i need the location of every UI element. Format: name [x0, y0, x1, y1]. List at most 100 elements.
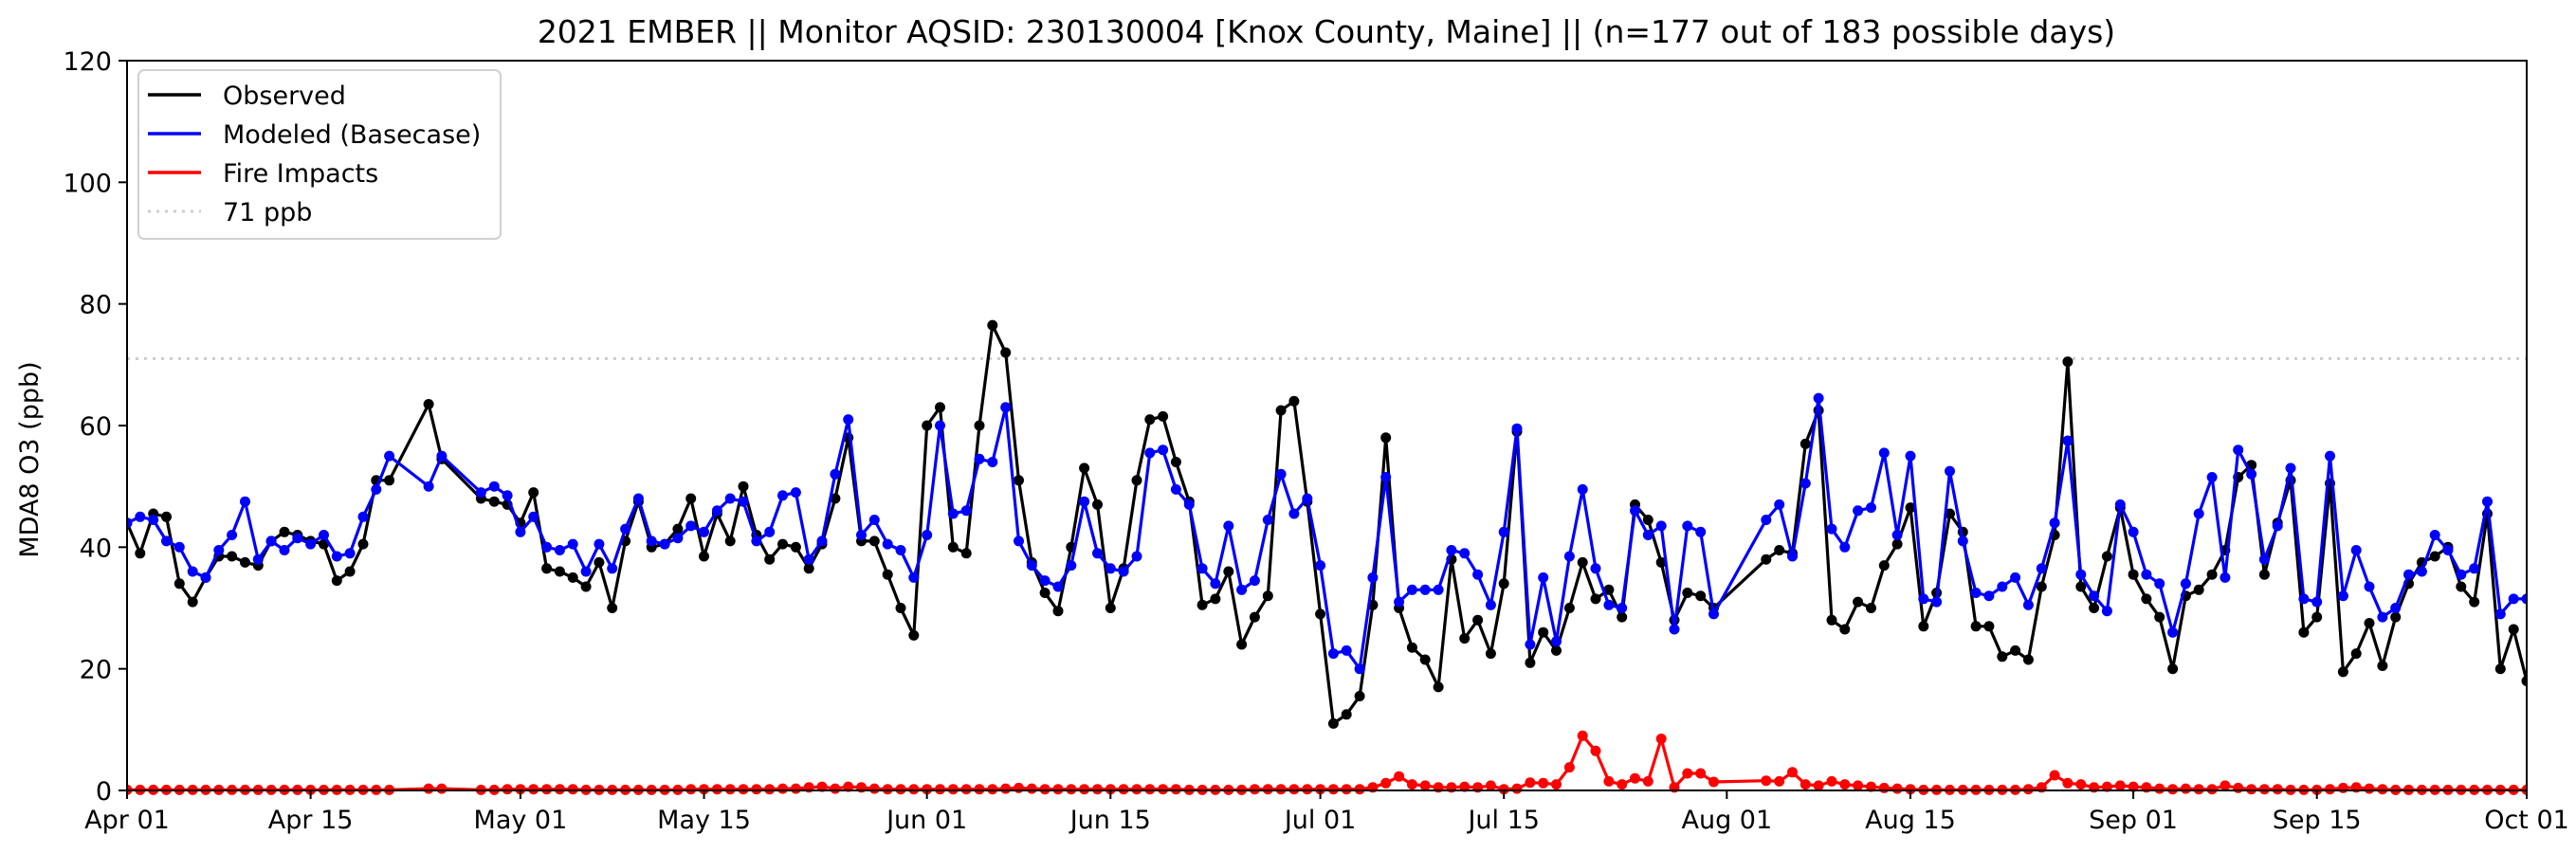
data-point [2062, 435, 2074, 446]
data-point [187, 566, 198, 577]
data-point [1853, 780, 1864, 791]
data-point [436, 450, 448, 462]
legend-label-71-ppb: 71 ppb [223, 198, 312, 227]
data-point [1406, 642, 1417, 653]
data-point [607, 563, 618, 574]
x-tick-label: Apr 15 [268, 806, 354, 835]
data-point [1774, 499, 1785, 510]
data-point [135, 511, 146, 522]
data-point [868, 515, 880, 525]
data-point [2272, 520, 2283, 532]
data-point [1918, 621, 1929, 632]
y-tick-label: 100 [63, 169, 112, 198]
data-point [1026, 560, 1037, 572]
data-point [488, 496, 500, 507]
data-point [1433, 681, 1444, 693]
data-point [987, 784, 998, 795]
data-point [2246, 468, 2257, 480]
data-point [960, 548, 972, 559]
data-point [1905, 502, 1916, 514]
data-point [2206, 784, 2218, 795]
data-point [868, 783, 880, 794]
data-point [1354, 784, 1365, 795]
legend-label-observed: Observed [223, 82, 346, 111]
data-point [528, 511, 539, 522]
data-point [2429, 530, 2440, 540]
data-point [1380, 472, 1392, 482]
x-tick-label: Sep 15 [2273, 806, 2362, 835]
data-point [187, 596, 198, 608]
data-point [2022, 654, 2034, 665]
data-point [777, 538, 788, 550]
data-point [2180, 578, 2191, 590]
data-point [1105, 784, 1116, 795]
y-tick-label: 40 [80, 534, 112, 563]
data-point [1655, 556, 1667, 568]
data-point [2220, 780, 2231, 791]
data-point [1170, 483, 1181, 495]
data-point [2193, 584, 2204, 595]
data-point [1800, 478, 1811, 489]
data-point [292, 533, 303, 544]
data-point [803, 554, 814, 565]
data-point [2508, 624, 2519, 635]
data-point [830, 468, 841, 480]
x-tick-label: Sep 01 [2089, 806, 2178, 835]
data-point [1695, 590, 1707, 602]
data-point [541, 784, 553, 795]
data-point [1105, 563, 1116, 574]
data-point [135, 548, 146, 559]
data-point [935, 420, 945, 431]
data-point [1315, 608, 1326, 620]
data-point [541, 563, 553, 574]
data-point [2049, 770, 2060, 781]
data-point [475, 487, 486, 499]
data-point [1630, 772, 1640, 784]
data-point [1813, 392, 1824, 404]
data-point [1682, 520, 1693, 532]
data-point [2114, 499, 2126, 510]
data-point [764, 554, 776, 565]
y-tick-label: 80 [80, 291, 112, 320]
data-point [2154, 611, 2165, 623]
data-point [1158, 410, 1169, 422]
data-point [541, 541, 553, 553]
data-point [2246, 784, 2257, 795]
data-point [1039, 575, 1050, 587]
data-point [1918, 593, 1929, 605]
data-point [515, 784, 526, 795]
data-point [908, 572, 920, 583]
data-point [2364, 581, 2375, 592]
data-point [1446, 545, 1457, 555]
data-point [2022, 784, 2034, 795]
data-point [2022, 599, 2034, 610]
data-point [1563, 551, 1575, 562]
data-point [305, 538, 317, 550]
data-point [2141, 569, 2152, 580]
data-point [960, 505, 972, 517]
data-point [895, 545, 906, 555]
data-point [1853, 505, 1864, 517]
x-tick-label: May 01 [474, 806, 568, 835]
data-point [1014, 782, 1024, 793]
data-point [1380, 777, 1392, 789]
data-point [2429, 551, 2440, 562]
data-point [2193, 784, 2204, 795]
y-tick-label: 120 [63, 47, 112, 77]
data-point [502, 490, 513, 501]
y-tick-label: 20 [80, 656, 112, 685]
data-point [1878, 560, 1890, 572]
data-point [1144, 414, 1156, 426]
data-point [1079, 463, 1090, 474]
data-point [672, 533, 684, 544]
data-point [265, 535, 277, 547]
data-point [1682, 768, 1693, 779]
data-point [1603, 584, 1615, 595]
data-point [1014, 535, 1024, 547]
data-point [1433, 584, 1444, 595]
data-point [2089, 603, 2100, 613]
x-tick-label: Aug 15 [1865, 806, 1956, 835]
data-point [1983, 621, 1995, 632]
data-point [1210, 578, 1221, 590]
data-point [1275, 784, 1287, 795]
